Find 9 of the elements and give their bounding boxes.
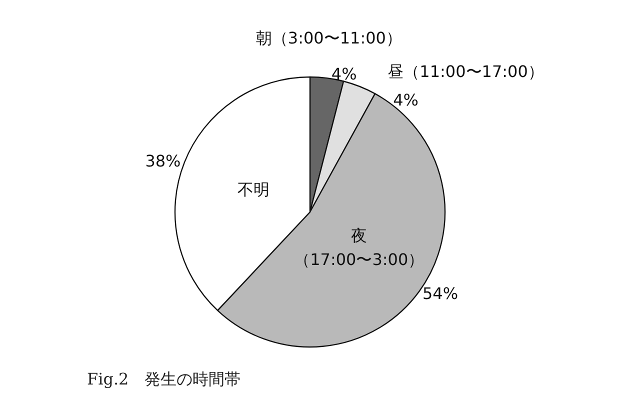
slice-label: 昼（11:00〜17:00）	[388, 62, 544, 81]
data-label: 54%	[422, 284, 458, 304]
data-label: 38%	[145, 151, 181, 170]
slice-label: 朝（3:00〜11:00）	[256, 28, 402, 48]
slice-label: 夜（17:00〜3:00）	[294, 226, 424, 270]
slice-label: 不明	[238, 180, 270, 200]
data-label: 4%	[393, 90, 418, 110]
data-label: 4%	[331, 64, 357, 84]
text: Fig.2 発生の時間帯	[87, 370, 241, 388]
